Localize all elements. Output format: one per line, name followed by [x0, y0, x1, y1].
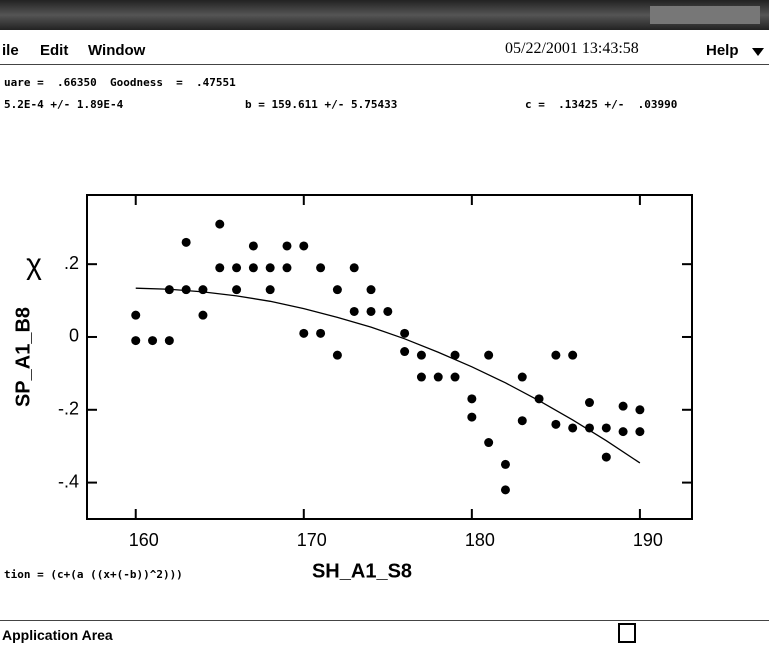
data-point — [181, 285, 191, 295]
x-tick-label: 190 — [633, 530, 663, 550]
data-point — [131, 336, 141, 346]
x-tick-label: 180 — [465, 530, 495, 550]
title-bar — [0, 0, 769, 30]
data-point — [584, 398, 594, 408]
data-point — [198, 310, 208, 320]
menu-edit[interactable]: Edit — [40, 42, 69, 59]
fit-b: b = 159.611 +/- 5.75433 — [245, 98, 398, 111]
data-point — [584, 423, 594, 433]
data-point — [232, 263, 242, 273]
status-text: Application Area — [2, 627, 113, 643]
chart: SH_A1_S8 SP_A1_B8 χ 160 170 180 190 .2 0 -.2 -.… — [12, 194, 693, 582]
data-point — [517, 372, 527, 382]
data-point — [568, 423, 578, 433]
data-point — [316, 328, 326, 338]
data-point — [500, 459, 510, 469]
data-point — [433, 372, 443, 382]
data-point — [534, 394, 544, 404]
x-axis-label: SH_A1_S8 — [312, 560, 412, 582]
data-point — [332, 285, 342, 295]
data-point — [282, 263, 292, 273]
data-point — [517, 416, 527, 426]
data-point — [215, 219, 225, 229]
fit-stats: uare = .66350 Goodness = .47551 — [4, 76, 236, 89]
y-tick-label: .2 — [64, 253, 79, 273]
data-point — [148, 336, 158, 346]
data-point — [551, 350, 561, 360]
status-rule — [0, 620, 769, 621]
data-point — [635, 427, 645, 437]
data-point — [635, 405, 645, 415]
y-axis-label: SP_A1_B8 — [12, 307, 34, 407]
data-point — [450, 372, 460, 382]
status-icon[interactable] — [618, 623, 636, 643]
plot-frame — [86, 194, 693, 520]
data-point — [215, 263, 225, 273]
data-point — [383, 306, 393, 316]
x-tick-label: 160 — [129, 530, 159, 550]
help-arrow[interactable] — [752, 48, 764, 56]
data-point — [467, 412, 477, 422]
data-point — [551, 419, 561, 429]
data-point — [400, 347, 410, 357]
x-tick-label: 170 — [297, 530, 327, 550]
data-point — [265, 285, 275, 295]
menu-help[interactable]: Help — [706, 42, 739, 59]
data-point — [349, 263, 359, 273]
data-point — [450, 350, 460, 360]
data-point — [299, 241, 309, 251]
data-point — [265, 263, 275, 273]
fit-a: 5.2E-4 +/- 1.89E-4 — [4, 98, 124, 111]
data-point — [131, 310, 141, 320]
data-point — [248, 241, 258, 251]
data-point — [484, 350, 494, 360]
data-point — [467, 394, 477, 404]
data-point — [568, 350, 578, 360]
data-point — [416, 372, 426, 382]
annotation: χ — [26, 248, 42, 281]
y-tick-label: 0 — [69, 326, 79, 346]
fit-c: c = .13425 +/- .03990 — [525, 98, 678, 111]
window-buttons[interactable] — [650, 6, 760, 24]
data-point — [500, 485, 510, 495]
data-point — [164, 336, 174, 346]
data-point — [332, 350, 342, 360]
y-tick-label: -.4 — [58, 471, 79, 491]
data-point — [299, 328, 309, 338]
data-point — [316, 263, 326, 273]
data-point — [282, 241, 292, 251]
fit-equation: tion = (c+(a ((x+(-b))^2))) — [4, 568, 183, 581]
data-point — [366, 285, 376, 295]
data-point — [366, 306, 376, 316]
menu-window[interactable]: Window — [88, 42, 146, 59]
datetime: 05/22/2001 13:43:58 — [505, 40, 639, 57]
menu-file[interactable]: ile — [2, 42, 19, 59]
data-point — [484, 438, 494, 448]
data-point — [618, 427, 628, 437]
y-tick-label: -.2 — [58, 399, 79, 419]
fit-curve — [135, 287, 641, 464]
data-point — [618, 401, 628, 411]
data-point — [601, 423, 611, 433]
data-point — [416, 350, 426, 360]
menu-rule — [0, 64, 769, 65]
data-point — [400, 328, 410, 338]
data-point — [181, 237, 191, 247]
data-point — [232, 285, 242, 295]
data-point — [601, 452, 611, 462]
data-point — [349, 306, 359, 316]
data-point — [248, 263, 258, 273]
